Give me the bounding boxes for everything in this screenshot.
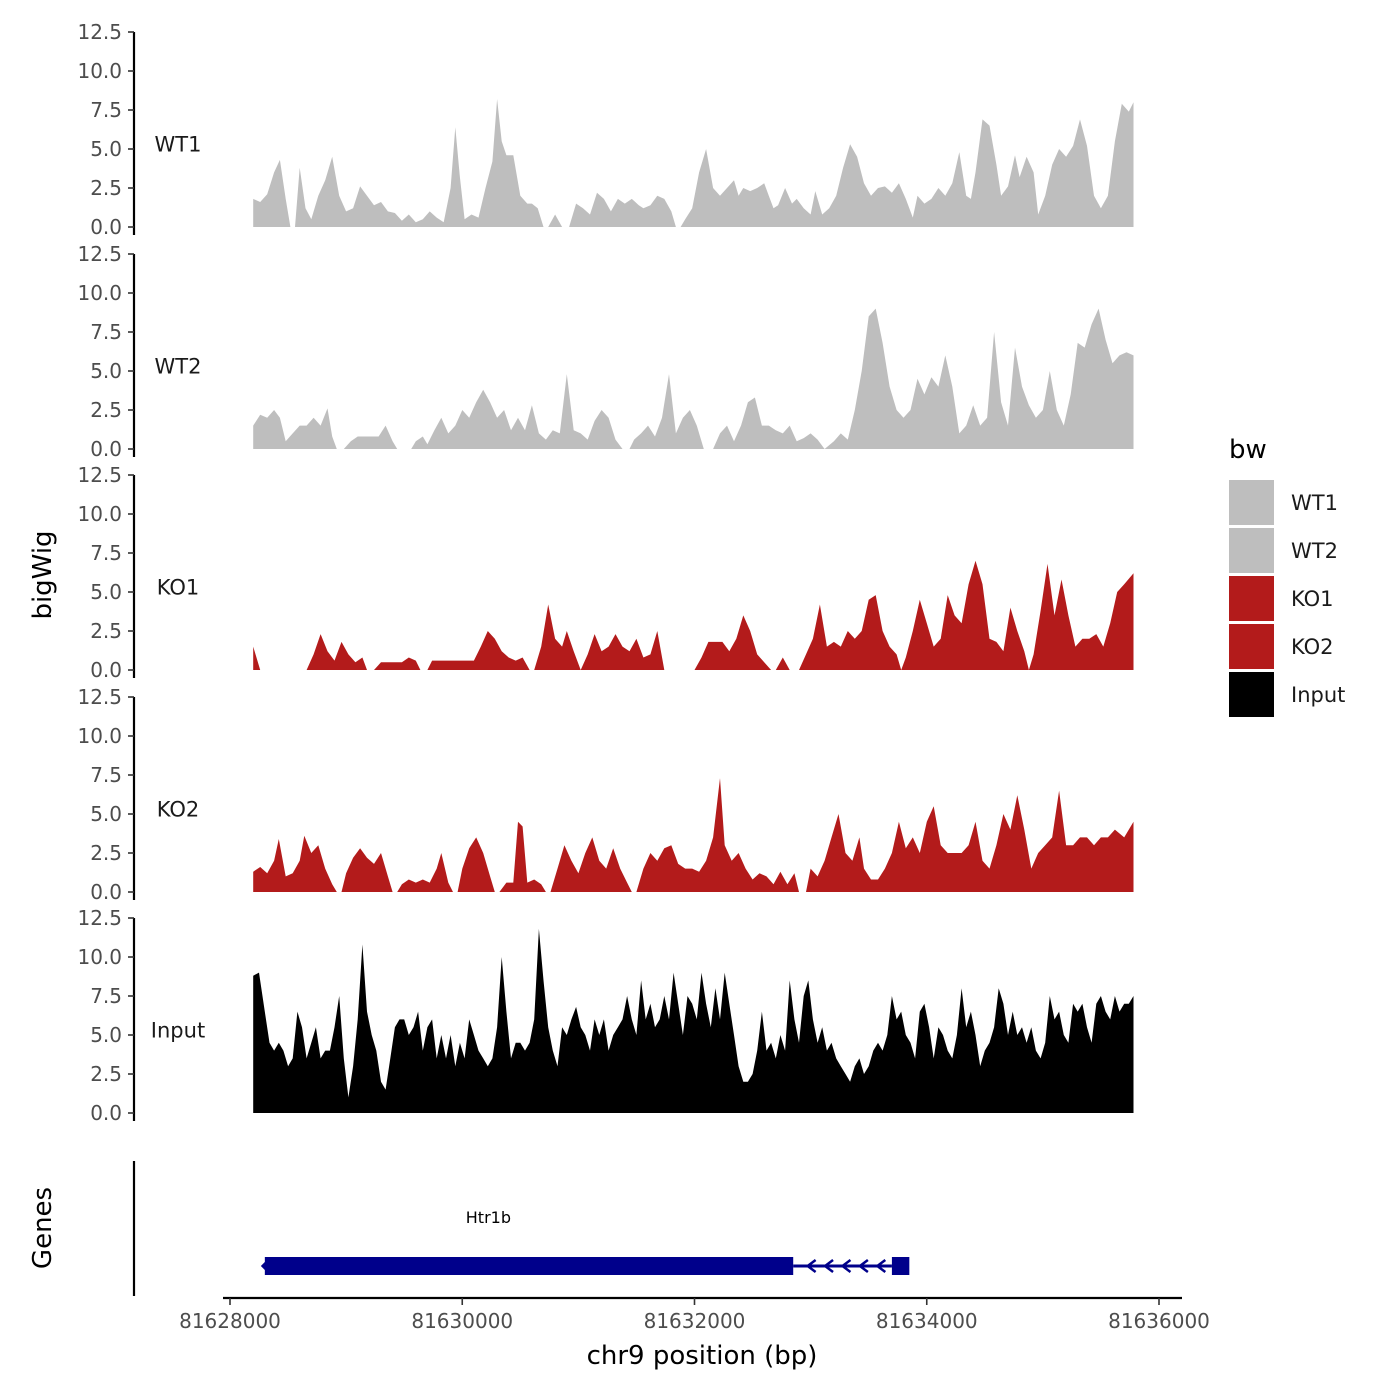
x-tick-label-0: 81628000 [179, 1309, 281, 1333]
y-tick-label-ko1-5: 12.5 [77, 463, 122, 487]
y-tick-label-wt2-4: 10.0 [77, 281, 122, 305]
legend-label-input: Input [1291, 683, 1345, 707]
x-tick-label-3: 81634000 [876, 1309, 978, 1333]
area-ko2 [253, 778, 1134, 892]
y-tick-label-ko1-0: 0.0 [90, 658, 122, 682]
x-axis-title: chr9 position (bp) [587, 1341, 818, 1371]
y-tick-label-ko1-3: 7.5 [90, 541, 122, 565]
y-axis-title: bigWig [28, 530, 58, 619]
y-tick-label-wt2-5: 12.5 [77, 242, 122, 266]
y-tick-label-input-5: 12.5 [77, 906, 122, 930]
track-input: 0.0 2.5 5.0 7.5 10.0 12.5 Input [77, 906, 1134, 1125]
y-tick-label-input-0: 0.0 [90, 1101, 122, 1125]
genes-axis-title: Genes [28, 1187, 58, 1269]
y-tick-label-input-4: 10.0 [77, 945, 122, 969]
gene-label: Htr1b [466, 1208, 511, 1227]
legend-key-input [1229, 672, 1274, 717]
x-tick-label-2: 81632000 [644, 1309, 746, 1333]
y-tick-label-input-3: 7.5 [90, 984, 122, 1008]
legend-key-wt2 [1229, 528, 1274, 573]
legend-label-wt1: WT1 [1291, 491, 1338, 515]
x-tick-label-1: 81630000 [411, 1309, 513, 1333]
legend: bw WT1 WT2 KO1 KO2 Input [1229, 435, 1345, 717]
track-ko2: 0.0 2.5 5.0 7.5 10.0 12.5 KO2 [77, 685, 1134, 904]
strand-arrow-4 [875, 1259, 887, 1273]
y-tick-label-ko1-2: 5.0 [90, 580, 122, 604]
y-tick-label-wt2-2: 5.0 [90, 359, 122, 383]
y-tick-label-wt1-5: 12.5 [77, 20, 122, 44]
x-tick-label-4: 81636000 [1108, 1309, 1210, 1333]
track-label-wt2: WT2 [155, 354, 202, 378]
y-tick-label-ko2-5: 12.5 [77, 685, 122, 709]
y-tick-label-wt2-1: 2.5 [90, 398, 122, 422]
y-tick-label-wt1-2: 5.0 [90, 137, 122, 161]
gene-start-arrow [260, 1261, 266, 1271]
legend-label-ko2: KO2 [1291, 635, 1334, 659]
area-wt1 [253, 99, 1134, 227]
track-label-wt1: WT1 [155, 132, 202, 156]
area-ko1 [253, 560, 1134, 670]
y-tick-label-wt1-1: 2.5 [90, 176, 122, 200]
y-tick-label-ko2-1: 2.5 [90, 841, 122, 865]
track-ko1: 0.0 2.5 5.0 7.5 10.0 12.5 KO1 [77, 463, 1134, 682]
y-tick-label-ko2-3: 7.5 [90, 763, 122, 787]
y-tick-label-input-1: 2.5 [90, 1062, 122, 1086]
track-label-ko1: KO1 [157, 575, 200, 599]
track-wt1: 0.0 2.5 5.0 7.5 10.0 12.5 WT1 [77, 20, 1134, 239]
strand-arrow-0 [805, 1259, 817, 1273]
y-tick-label-wt1-3: 7.5 [90, 98, 122, 122]
y-tick-label-wt1-0: 0.0 [90, 215, 122, 239]
y-tick-label-ko2-0: 0.0 [90, 880, 122, 904]
legend-label-wt2: WT2 [1291, 539, 1338, 563]
strand-arrow-3 [857, 1259, 869, 1273]
gene-track: Htr1b [132, 1161, 910, 1296]
gene-exon-1 [891, 1257, 910, 1275]
y-tick-label-ko1-1: 2.5 [90, 619, 122, 643]
legend-label-ko1: KO1 [1291, 587, 1334, 611]
strand-arrow-2 [840, 1259, 852, 1273]
legend-key-ko1 [1229, 576, 1274, 621]
legend-key-ko2 [1229, 624, 1274, 669]
track-label-input: Input [151, 1018, 205, 1042]
strand-arrow-1 [822, 1259, 834, 1273]
x-axis: 81628000 81630000 81632000 81634000 81636000 [179, 1296, 1210, 1333]
bigwig-tracks: 0.0 2.5 5.0 7.5 10.0 12.5 WT1 0.0 2.5 5.0 7.5 10.0 1… [77, 20, 1134, 1125]
gene-exon-0 [264, 1257, 794, 1275]
legend-key-wt1 [1229, 480, 1274, 525]
y-tick-label-ko2-2: 5.0 [90, 802, 122, 826]
area-wt2 [253, 308, 1134, 449]
track-label-ko2: KO2 [157, 797, 200, 821]
y-tick-label-wt1-4: 10.0 [77, 59, 122, 83]
y-tick-label-wt2-0: 0.0 [90, 437, 122, 461]
y-tick-label-input-2: 5.0 [90, 1023, 122, 1047]
track-wt2: 0.0 2.5 5.0 7.5 10.0 12.5 WT2 [77, 242, 1134, 461]
legend-title: bw [1229, 435, 1267, 465]
area-input [253, 928, 1134, 1113]
y-tick-label-ko2-4: 10.0 [77, 724, 122, 748]
y-tick-label-wt2-3: 7.5 [90, 320, 122, 344]
y-tick-label-ko1-4: 10.0 [77, 502, 122, 526]
